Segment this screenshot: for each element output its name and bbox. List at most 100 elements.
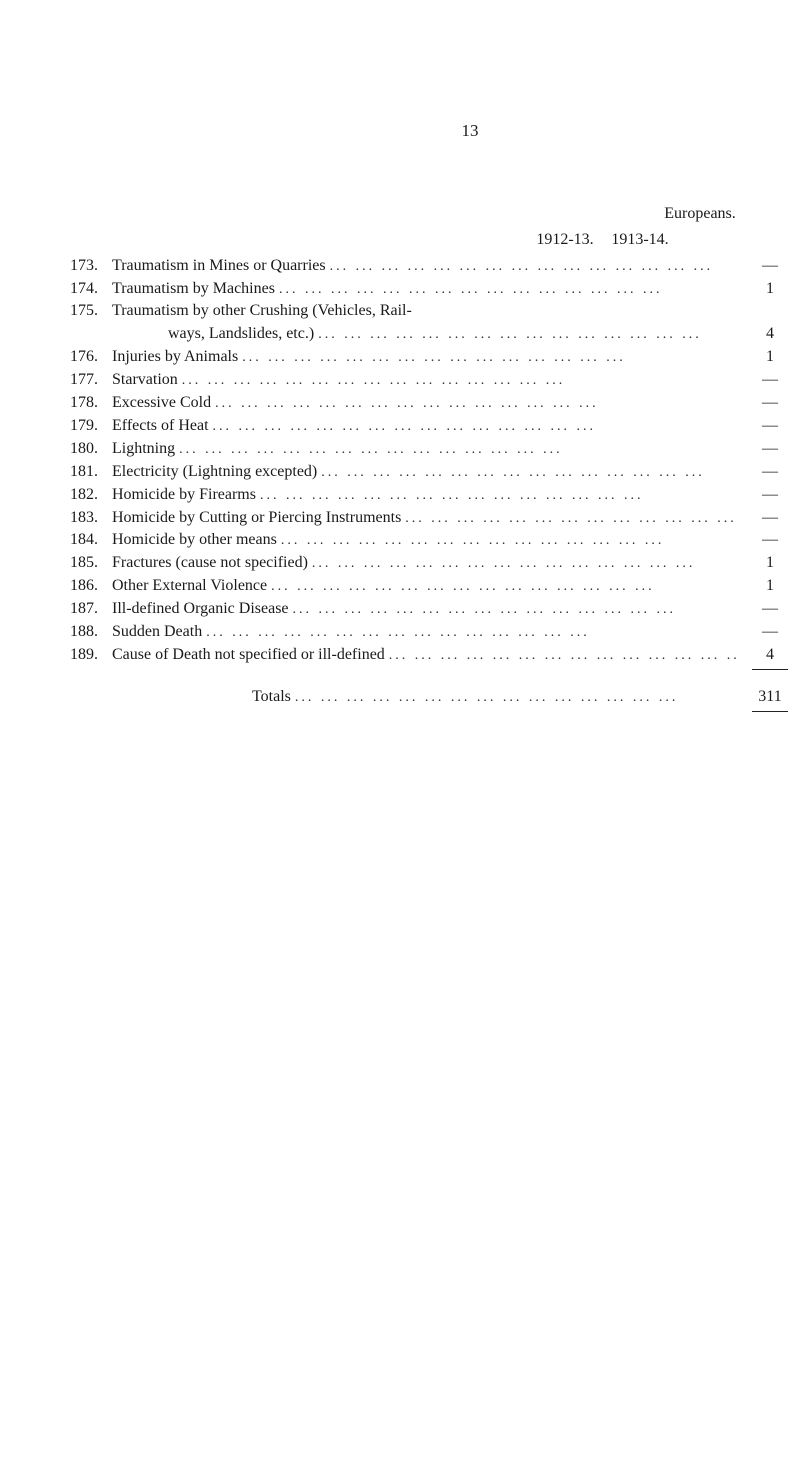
table-row: 176.Injuries by Animals... ... ... ... .… bbox=[70, 345, 800, 368]
column-header-years-row: 1912-13. 1913-14. bbox=[70, 229, 800, 251]
leader-dots: ... ... ... ... ... ... ... ... ... ... … bbox=[178, 372, 740, 391]
row-desc: ways, Landslides, etc.)... ... ... ... .… bbox=[112, 323, 740, 345]
row-number: 189. bbox=[70, 644, 112, 666]
leader-dots: ... ... ... ... ... ... ... ... ... ... … bbox=[202, 624, 740, 643]
row-col-1: 1 bbox=[740, 346, 800, 368]
row-col-1: — bbox=[740, 598, 800, 620]
row-desc: Traumatism by Machines... ... ... ... ..… bbox=[112, 278, 740, 300]
row-text: Homicide by Firearms bbox=[112, 484, 256, 506]
row-desc: Homicide by Firearms... ... ... ... ... … bbox=[112, 484, 740, 506]
row-number: 178. bbox=[70, 392, 112, 414]
header-title: Europeans. bbox=[530, 203, 800, 225]
leader-dots: ... ... ... ... ... ... ... ... ... ... … bbox=[326, 258, 740, 277]
row-col-1: — bbox=[740, 484, 800, 506]
table-row: 179.Effects of Heat... ... ... ... ... .… bbox=[70, 414, 800, 437]
row-text: Other External Violence bbox=[112, 575, 267, 597]
table-row: 180.Lightning... ... ... ... ... ... ...… bbox=[70, 437, 800, 460]
row-desc: Traumatism in Mines or Quarries... ... .… bbox=[112, 255, 740, 277]
row-text: Traumatism by other Crushing (Vehicles, … bbox=[112, 300, 412, 322]
leader-dots: ... ... ... ... ... ... ... ... ... ... … bbox=[238, 349, 740, 368]
row-number: 180. bbox=[70, 438, 112, 460]
table-row: 175.Traumatism by other Crushing (Vehicl… bbox=[70, 300, 800, 322]
table-row: 184.Homicide by other means... ... ... .… bbox=[70, 528, 800, 551]
row-number: 179. bbox=[70, 415, 112, 437]
row-desc: Other External Violence... ... ... ... .… bbox=[112, 575, 740, 597]
leader-dots: ... ... ... ... ... ... ... ... ... ... … bbox=[175, 441, 740, 460]
leader-dots: ... ... ... ... ... ... ... ... ... ... … bbox=[314, 326, 740, 345]
table-row: ways, Landslides, etc.)... ... ... ... .… bbox=[70, 322, 800, 345]
column-header-title-row: Europeans. bbox=[70, 203, 800, 225]
row-text: Cause of Death not specified or ill-defi… bbox=[112, 644, 385, 666]
row-desc: Homicide by Cutting or Piercing Instrume… bbox=[112, 507, 740, 529]
leader-dots: ... ... ... ... ... ... ... ... ... ... … bbox=[277, 532, 740, 551]
row-text: Electricity (Lightning excepted) bbox=[112, 461, 317, 483]
row-desc: Electricity (Lightning excepted)... ... … bbox=[112, 461, 740, 483]
table-row: 182.Homicide by Firearms... ... ... ... … bbox=[70, 483, 800, 506]
row-text: Ill-defined Organic Disease bbox=[112, 598, 289, 620]
row-number: 174. bbox=[70, 278, 112, 300]
table-row: 188.Sudden Death... ... ... ... ... ... … bbox=[70, 620, 800, 643]
totals-col-1: 311 bbox=[740, 686, 800, 708]
row-text: Traumatism by Machines bbox=[112, 278, 275, 300]
row-col-1: 4 bbox=[740, 644, 800, 666]
leader-dots: ... ... ... ... ... ... ... ... ... ... … bbox=[401, 510, 740, 529]
subtotal-rule bbox=[70, 666, 800, 673]
row-number: 186. bbox=[70, 575, 112, 597]
row-number: 184. bbox=[70, 529, 112, 551]
row-desc: Starvation... ... ... ... ... ... ... ..… bbox=[112, 369, 740, 391]
causes-table: 173.Traumatism in Mines or Quarries... .… bbox=[70, 254, 800, 666]
table-row: 178.Excessive Cold... ... ... ... ... ..… bbox=[70, 391, 800, 414]
row-number: 185. bbox=[70, 552, 112, 574]
row-col-1: 1 bbox=[740, 575, 800, 597]
row-text: Fractures (cause not specified) bbox=[112, 552, 308, 574]
row-text: Traumatism in Mines or Quarries bbox=[112, 255, 326, 277]
row-number: 175. bbox=[70, 300, 112, 322]
leader-dots: ... ... ... ... ... ... ... ... ... ... … bbox=[256, 487, 740, 506]
rule-line bbox=[752, 669, 788, 670]
row-text: ways, Landslides, etc.) bbox=[112, 323, 314, 345]
row-desc: Fractures (cause not specified)... ... .… bbox=[112, 552, 740, 574]
row-col-1: — bbox=[740, 392, 800, 414]
table-row: 185.Fractures (cause not specified)... .… bbox=[70, 551, 800, 574]
row-number: 177. bbox=[70, 369, 112, 391]
row-col-1: 1 bbox=[740, 552, 800, 574]
row-col-1: 4 bbox=[740, 323, 800, 345]
row-number: 187. bbox=[70, 598, 112, 620]
table-row: 181.Electricity (Lightning excepted)... … bbox=[70, 460, 800, 483]
row-number: 188. bbox=[70, 621, 112, 643]
row-col-1: 1 bbox=[740, 278, 800, 300]
row-text: Sudden Death bbox=[112, 621, 202, 643]
leader-dots: ... ... ... ... ... ... ... ... ... ... … bbox=[291, 689, 740, 708]
leader-dots: ... ... ... ... ... ... ... ... ... ... … bbox=[275, 281, 740, 300]
totals-row: Totals ... ... ... ... ... ... ... ... .… bbox=[70, 685, 800, 708]
row-col-1: — bbox=[740, 438, 800, 460]
row-desc: Lightning... ... ... ... ... ... ... ...… bbox=[112, 438, 740, 460]
leader-dots: ... ... ... ... ... ... ... ... ... ... … bbox=[308, 555, 740, 574]
row-col-1: — bbox=[740, 621, 800, 643]
row-col-1: — bbox=[740, 529, 800, 551]
rule-line bbox=[752, 711, 788, 712]
row-text: Injuries by Animals bbox=[112, 346, 238, 368]
row-col-1: — bbox=[740, 369, 800, 391]
row-col-1: — bbox=[740, 255, 800, 277]
leader-dots: ... ... ... ... ... ... ... ... ... ... … bbox=[385, 647, 740, 666]
row-number: 173. bbox=[70, 255, 112, 277]
totals-label: Totals bbox=[252, 686, 291, 708]
row-number: 182. bbox=[70, 484, 112, 506]
row-text: Effects of Heat bbox=[112, 415, 209, 437]
header-year-2: 1913-14. bbox=[600, 229, 680, 251]
leader-dots: ... ... ... ... ... ... ... ... ... ... … bbox=[317, 464, 740, 483]
row-text: Homicide by Cutting or Piercing Instrume… bbox=[112, 507, 401, 529]
row-number: 181. bbox=[70, 461, 112, 483]
row-text: Starvation bbox=[112, 369, 178, 391]
header-spacer bbox=[70, 229, 530, 251]
row-desc: Excessive Cold... ... ... ... ... ... ..… bbox=[112, 392, 740, 414]
row-desc: Injuries by Animals... ... ... ... ... .… bbox=[112, 346, 740, 368]
row-desc: Traumatism by other Crushing (Vehicles, … bbox=[112, 300, 740, 322]
table-row: 174.Traumatism by Machines... ... ... ..… bbox=[70, 277, 800, 300]
row-desc: Homicide by other means... ... ... ... .… bbox=[112, 529, 740, 551]
leader-dots: ... ... ... ... ... ... ... ... ... ... … bbox=[289, 601, 740, 620]
leader-dots: ... ... ... ... ... ... ... ... ... ... … bbox=[211, 395, 740, 414]
row-desc: Ill-defined Organic Disease... ... ... .… bbox=[112, 598, 740, 620]
row-desc: Sudden Death... ... ... ... ... ... ... … bbox=[112, 621, 740, 643]
